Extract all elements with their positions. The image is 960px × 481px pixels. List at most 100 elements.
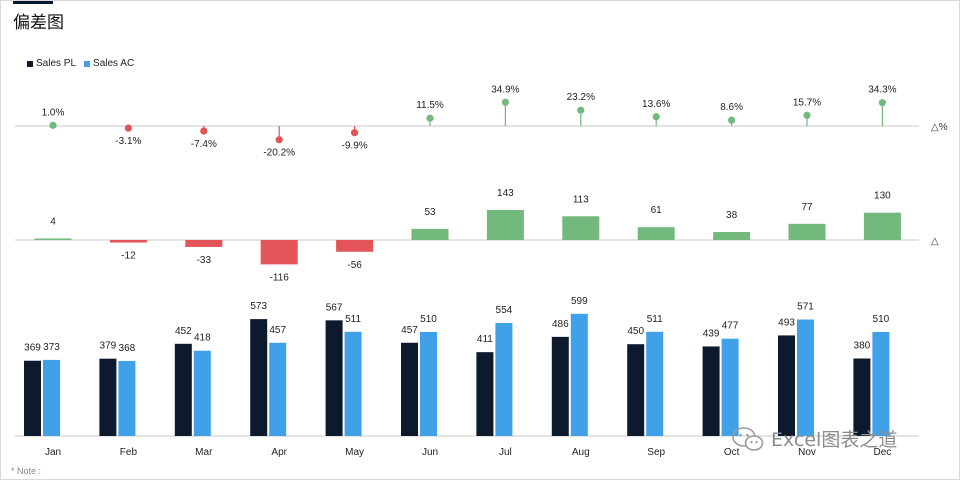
dev-bar-11 xyxy=(863,212,901,240)
x-tick-label-11: Dec xyxy=(874,447,892,458)
sales-ac-bar-1 xyxy=(118,360,136,436)
sales-ac-bar-2 xyxy=(193,350,211,436)
pct-dot-5 xyxy=(426,114,434,122)
pct-dot-4 xyxy=(351,129,359,137)
x-tick-label-1: Feb xyxy=(120,447,138,458)
dev-label-7: 113 xyxy=(573,194,589,205)
pct-dot-6 xyxy=(501,98,509,106)
legend-item-sales-pl: Sales PL xyxy=(27,58,76,69)
dev-label-10: 77 xyxy=(801,202,813,213)
x-tick-label-5: Jun xyxy=(422,447,438,458)
legend-item-sales-ac: Sales AC xyxy=(84,58,134,69)
sales-ac-bar-6 xyxy=(495,322,513,436)
dev-label-6: 143 xyxy=(497,188,514,199)
legend-swatch-sales-ac xyxy=(84,60,91,67)
x-tick-label-4: May xyxy=(345,447,364,458)
dev-label-2: -33 xyxy=(197,255,212,266)
x-tick-label-10: Nov xyxy=(798,447,816,458)
x-tick-label-2: Mar xyxy=(195,447,213,458)
pct-dot-2 xyxy=(200,127,208,135)
dev-label-3: -116 xyxy=(270,272,290,283)
dev-label-11: 130 xyxy=(874,191,891,202)
sales-ac-label-1: 368 xyxy=(119,343,136,354)
dev-bar-3 xyxy=(260,240,298,265)
pct-label-2: -7.4% xyxy=(191,139,217,150)
sales-ac-bar-8 xyxy=(646,331,664,436)
sales-ac-bar-9 xyxy=(721,338,739,436)
sales-pl-label-2: 452 xyxy=(175,326,192,337)
sales-pl-label-10: 493 xyxy=(778,317,795,328)
sales-pl-bar-6 xyxy=(476,352,494,436)
dev-label-8: 61 xyxy=(651,205,663,216)
watermark: Excel图表之道 xyxy=(731,425,897,452)
sales-pl-label-8: 450 xyxy=(627,326,644,337)
sales-pl-bar-0 xyxy=(24,360,41,436)
x-tick-label-0: Jan xyxy=(45,447,61,458)
sales-pl-label-4: 567 xyxy=(326,302,343,313)
sales-ac-bar-11 xyxy=(872,331,890,436)
dev-label-1: -12 xyxy=(121,251,136,262)
wechat-logo-icon xyxy=(732,426,764,451)
x-tick-label-6: Jul xyxy=(499,447,512,458)
dev-bar-2 xyxy=(185,240,223,247)
dev-bar-6 xyxy=(486,209,524,240)
chart-title: 偏差图 xyxy=(13,13,64,33)
pct-label-11: 34.3% xyxy=(868,85,896,96)
pct-axis-marker: △% xyxy=(931,122,948,133)
x-tick-label-7: Aug xyxy=(572,447,590,458)
sales-pl-label-11: 380 xyxy=(854,340,871,351)
sales-pl-bar-10 xyxy=(778,335,795,436)
pct-dot-10 xyxy=(803,111,811,119)
sales-ac-bar-7 xyxy=(570,313,588,436)
sales-pl-label-3: 573 xyxy=(250,301,267,312)
pct-dot-11 xyxy=(878,99,887,107)
sales-ac-label-2: 418 xyxy=(194,333,211,344)
dev-bar-5 xyxy=(411,228,449,240)
sales-ac-label-0: 373 xyxy=(43,342,60,353)
pct-label-5: 11.5% xyxy=(416,100,444,111)
legend-label-sales-ac: Sales AC xyxy=(93,58,135,69)
sales-pl-bar-8 xyxy=(627,344,645,436)
sales-pl-bar-3 xyxy=(250,319,268,436)
sales-ac-bar-10 xyxy=(797,319,814,436)
sales-ac-label-11: 510 xyxy=(873,314,890,325)
sales-pl-label-7: 486 xyxy=(552,319,569,330)
sales-pl-bar-7 xyxy=(551,336,569,436)
dev-bar-9 xyxy=(713,232,751,240)
watermark-text: Excel图表之道 xyxy=(771,429,898,451)
pct-dot-3 xyxy=(275,136,283,144)
sales-pl-bar-9 xyxy=(702,346,720,436)
dev-bar-4 xyxy=(336,240,374,252)
pct-label-3: -20.2% xyxy=(263,148,295,159)
pct-label-4: -9.9% xyxy=(342,141,368,152)
note-text: * Note : xyxy=(11,466,42,476)
sales-ac-bar-4 xyxy=(344,331,362,436)
dev-bar-1 xyxy=(109,240,147,243)
pct-label-7: 23.2% xyxy=(567,92,595,103)
sales-ac-label-5: 510 xyxy=(420,314,437,325)
dev-label-5: 53 xyxy=(424,207,436,218)
sales-pl-label-5: 457 xyxy=(401,325,418,336)
pct-dot-1 xyxy=(124,124,132,132)
dev-bar-7 xyxy=(562,216,600,240)
pct-label-1: -3.1% xyxy=(115,136,141,147)
sales-ac-label-9: 477 xyxy=(722,321,739,332)
pct-dot-0 xyxy=(49,121,57,129)
title-accent-bar xyxy=(13,1,53,4)
x-tick-label-9: Oct xyxy=(724,447,740,458)
pct-dot-9 xyxy=(728,116,736,124)
sales-ac-label-10: 571 xyxy=(797,302,814,313)
x-tick-label-8: Sep xyxy=(647,447,665,458)
legend: Sales PL Sales AC xyxy=(27,58,142,69)
dev-bar-8 xyxy=(637,227,675,240)
legend-label-sales-pl: Sales PL xyxy=(36,58,77,69)
sales-pl-label-0: 369 xyxy=(24,343,41,354)
sales-pl-bar-1 xyxy=(99,358,117,436)
pct-label-10: 15.7% xyxy=(793,97,821,108)
sales-ac-bar-0 xyxy=(43,359,60,436)
pct-dot-8 xyxy=(652,113,660,121)
dev-axis-marker: △ xyxy=(931,236,939,247)
sales-ac-label-3: 457 xyxy=(269,325,286,336)
